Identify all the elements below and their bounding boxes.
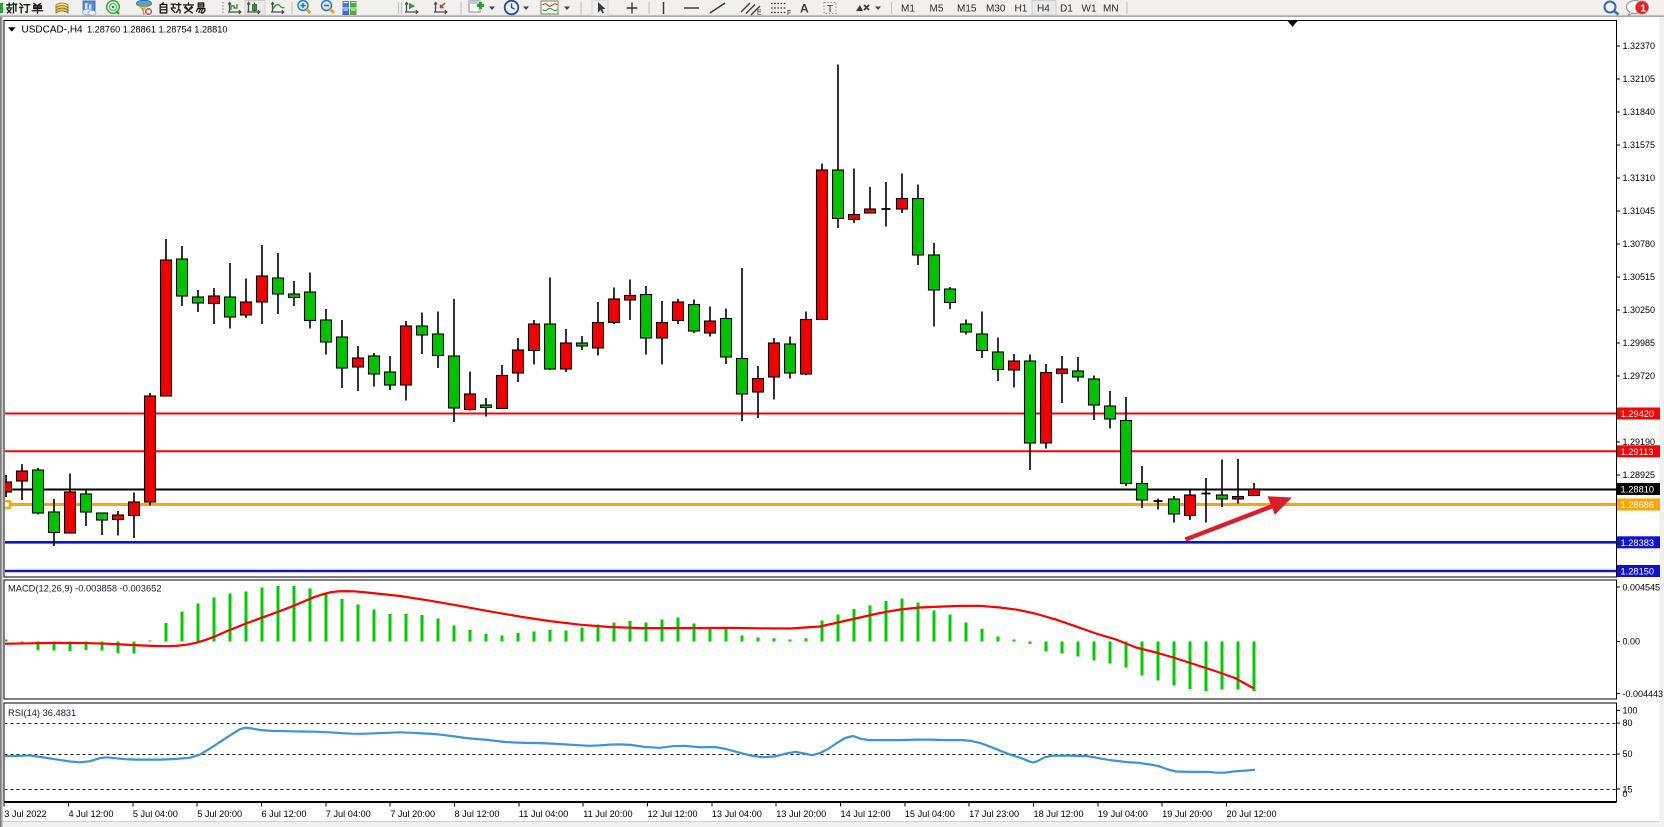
svg-text:A: A (800, 2, 809, 16)
svg-text:1.31045: 1.31045 (1623, 206, 1656, 216)
svg-text:12 Jul 12:00: 12 Jul 12:00 (648, 809, 698, 819)
svg-text:1.29190: 1.29190 (1623, 437, 1656, 447)
svg-text:0.004545: 0.004545 (1623, 582, 1661, 592)
svg-text:1.28686: 1.28686 (1621, 500, 1655, 510)
svg-text:0.00: 0.00 (1623, 637, 1641, 647)
svg-text:1.29985: 1.29985 (1623, 338, 1656, 348)
svg-text:1.32370: 1.32370 (1623, 41, 1656, 51)
svg-text:1.28150: 1.28150 (1621, 567, 1655, 577)
svg-text:19 Jul 20:00: 19 Jul 20:00 (1162, 809, 1212, 819)
svg-text:H4: H4 (1037, 4, 1050, 15)
svg-text:80: 80 (1623, 718, 1633, 728)
svg-text:M15: M15 (957, 4, 977, 15)
svg-text:1.32105: 1.32105 (1623, 74, 1656, 84)
svg-text:13 Jul 20:00: 13 Jul 20:00 (776, 809, 826, 819)
svg-text:1.29720: 1.29720 (1623, 371, 1656, 381)
svg-text:USDCAD-,H4: USDCAD-,H4 (22, 25, 84, 36)
svg-text:M5: M5 (930, 4, 944, 15)
svg-text:E: E (757, 10, 762, 17)
svg-text:1.28810: 1.28810 (1621, 485, 1655, 495)
svg-text:5 Jul 04:00: 5 Jul 04:00 (133, 809, 178, 819)
svg-text:50: 50 (1623, 749, 1633, 759)
svg-text:RSI(14) 36.4831: RSI(14) 36.4831 (8, 708, 76, 718)
svg-text:7 Jul 20:00: 7 Jul 20:00 (390, 809, 435, 819)
svg-text:D1: D1 (1060, 4, 1073, 15)
svg-text:19 Jul 04:00: 19 Jul 04:00 (1098, 809, 1148, 819)
svg-text:MN: MN (1103, 4, 1119, 15)
svg-text:M1: M1 (901, 4, 915, 15)
svg-text:15: 15 (1623, 784, 1633, 794)
svg-text:1.28383: 1.28383 (1621, 538, 1655, 548)
svg-text:1.30515: 1.30515 (1623, 272, 1656, 282)
svg-text:13 Jul 04:00: 13 Jul 04:00 (712, 809, 762, 819)
svg-text:20 Jul 12:00: 20 Jul 12:00 (1227, 809, 1277, 819)
svg-text:1.31575: 1.31575 (1623, 140, 1656, 150)
svg-text:1.28760 1.28861 1.28754 1.2881: 1.28760 1.28861 1.28754 1.28810 (87, 25, 228, 35)
svg-text:0: 0 (1623, 789, 1628, 799)
svg-text:1.30780: 1.30780 (1623, 239, 1656, 249)
svg-text:1.31310: 1.31310 (1623, 173, 1656, 183)
svg-text:5 Jul 20:00: 5 Jul 20:00 (197, 809, 242, 819)
svg-text:1.29420: 1.29420 (1621, 409, 1655, 419)
svg-text:1: 1 (1640, 2, 1646, 14)
svg-text:15 Jul 04:00: 15 Jul 04:00 (905, 809, 955, 819)
svg-text:3 Jul 2022: 3 Jul 2022 (4, 809, 46, 819)
svg-text:1.31840: 1.31840 (1623, 107, 1656, 117)
svg-text:1.29113: 1.29113 (1621, 447, 1654, 457)
svg-text:11 Jul 20:00: 11 Jul 20:00 (583, 809, 632, 819)
svg-text:18 Jul 12:00: 18 Jul 12:00 (1034, 809, 1084, 819)
svg-text:17 Jul 23:00: 17 Jul 23:00 (969, 809, 1019, 819)
svg-text:11 Jul 04:00: 11 Jul 04:00 (519, 809, 568, 819)
svg-text:7 Jul 04:00: 7 Jul 04:00 (326, 809, 371, 819)
svg-text:1.28925: 1.28925 (1623, 470, 1656, 480)
svg-text:100: 100 (1623, 706, 1638, 716)
svg-text:T: T (827, 4, 833, 15)
svg-text:1.30250: 1.30250 (1623, 305, 1656, 315)
svg-text:4 Jul 12:00: 4 Jul 12:00 (69, 809, 114, 819)
svg-text:MACD(12,26,9) -0.003858 -0.003: MACD(12,26,9) -0.003858 -0.003652 (8, 584, 162, 594)
svg-text:F: F (787, 10, 791, 17)
svg-text:8 Jul 12:00: 8 Jul 12:00 (455, 809, 500, 819)
svg-text:14 Jul 12:00: 14 Jul 12:00 (841, 809, 891, 819)
svg-text:6 Jul 12:00: 6 Jul 12:00 (262, 809, 307, 819)
svg-text:W1: W1 (1082, 4, 1097, 15)
svg-text:M30: M30 (986, 4, 1006, 15)
svg-text:H1: H1 (1015, 4, 1028, 15)
svg-text:-0.004443: -0.004443 (1623, 689, 1664, 699)
